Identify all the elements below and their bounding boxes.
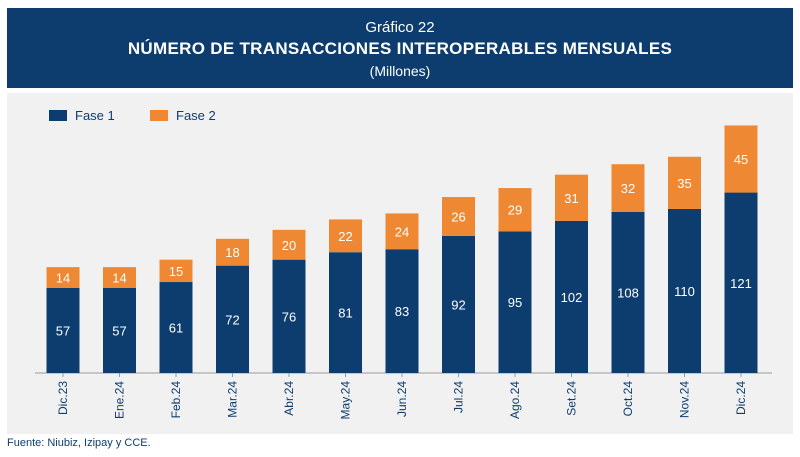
legend-swatch-1 xyxy=(49,110,67,121)
bar-fase1 xyxy=(272,259,306,373)
bar-fase2 xyxy=(329,219,362,253)
data-label: 15 xyxy=(169,264,183,279)
data-label: 35 xyxy=(677,176,691,191)
bar-fase2 xyxy=(498,188,532,232)
data-label: 108 xyxy=(617,285,639,300)
data-label: 72 xyxy=(225,312,239,327)
bar-fase1 xyxy=(555,220,588,373)
data-label: 83 xyxy=(395,304,409,319)
data-label: 95 xyxy=(508,295,522,310)
source-note: Fuente: Niubiz, Izipay y CCE. xyxy=(7,437,151,449)
bar-fase2 xyxy=(46,267,80,288)
bar-fase1 xyxy=(329,252,362,373)
legend-label-2: Fase 2 xyxy=(176,108,216,123)
x-tick-label: Jul.24 xyxy=(452,381,466,413)
data-label: 57 xyxy=(112,324,126,339)
x-tick-label: Dic.24 xyxy=(734,381,748,415)
data-label: 110 xyxy=(674,284,695,299)
bar-fase2 xyxy=(103,267,136,288)
bar-fase2 xyxy=(216,238,249,266)
bar-fase2 xyxy=(272,229,306,260)
bar-fase1 xyxy=(442,235,475,373)
data-label: 81 xyxy=(338,306,352,321)
bar-fase1 xyxy=(668,208,701,373)
bar-fase2 xyxy=(442,197,475,236)
data-label: 61 xyxy=(169,321,183,336)
x-tick-label: Dic.23 xyxy=(56,381,70,415)
chart-panel: Fase 1 Fase 2 57 14 Dic.23 57 14 Ene.24 61 15 Feb.… xyxy=(7,93,793,434)
bar-fase2 xyxy=(668,156,701,209)
data-label: 20 xyxy=(282,238,296,253)
x-tick-label: Mar.24 xyxy=(226,381,240,418)
bar-fase1 xyxy=(385,249,419,373)
data-label: 45 xyxy=(734,152,748,167)
x-tick-label: Feb.24 xyxy=(169,381,183,419)
bar-fase2 xyxy=(555,174,588,221)
bar-fase1 xyxy=(46,288,80,373)
x-tick-label: Ago.24 xyxy=(508,381,522,419)
data-label: 76 xyxy=(282,309,296,324)
chart-header: Gráfico 22 NÚMERO DE TRANSACCIONES INTER… xyxy=(7,8,793,88)
data-label: 57 xyxy=(56,324,70,339)
data-label: 121 xyxy=(730,276,752,291)
data-label: 14 xyxy=(112,271,126,286)
data-label: 14 xyxy=(56,271,70,286)
legend-label-1: Fase 1 xyxy=(75,108,115,123)
x-tick-label: Set.24 xyxy=(565,381,579,416)
x-tick-label: Ene.24 xyxy=(113,381,127,419)
bar-fase1 xyxy=(724,192,758,373)
data-label: 24 xyxy=(395,224,409,239)
bar-fase2 xyxy=(724,125,758,193)
bar-fase2 xyxy=(611,164,645,212)
bar-fase1 xyxy=(103,288,136,373)
chart-kicker: Gráfico 22 xyxy=(365,19,435,36)
data-label: 31 xyxy=(564,191,578,206)
bar-fase1 xyxy=(216,265,249,373)
chart-title: NÚMERO DE TRANSACCIONES INTEROPERABLES M… xyxy=(127,39,673,58)
bar-fase2 xyxy=(385,213,419,250)
x-tick-label: Nov.24 xyxy=(678,381,692,418)
x-tick-label: Abr.24 xyxy=(282,381,296,416)
bar-fase1 xyxy=(498,231,532,373)
data-label: 26 xyxy=(451,209,465,224)
data-label: 92 xyxy=(451,297,465,312)
bar-fase1 xyxy=(611,211,645,373)
bar-fase2 xyxy=(159,259,193,283)
bar-fase1 xyxy=(159,282,193,373)
legend-swatch-2 xyxy=(150,110,168,121)
data-label: 102 xyxy=(561,290,583,305)
data-label: 29 xyxy=(508,203,522,218)
data-label: 32 xyxy=(621,181,635,196)
data-label: 22 xyxy=(338,229,352,244)
x-tick-label: Oct.24 xyxy=(621,381,635,417)
x-tick-label: May.24 xyxy=(339,381,353,420)
stacked-bar-chart: Fase 1 Fase 2 57 14 Dic.23 57 14 Ene.24 61 15 Feb.… xyxy=(35,108,772,420)
data-label: 18 xyxy=(225,245,239,260)
chart-unit: (Millones) xyxy=(369,63,431,79)
x-tick-label: Jun.24 xyxy=(395,381,409,417)
